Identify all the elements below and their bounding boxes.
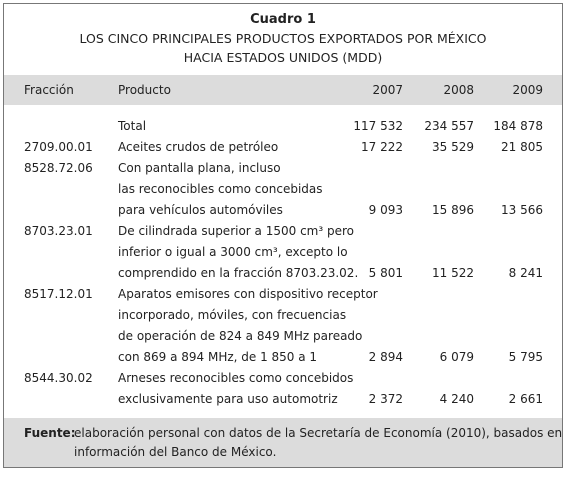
product-text: las reconocibles como concebidas bbox=[118, 182, 323, 196]
product-text: comprendido en la fracción 8703.23.02. bbox=[118, 266, 359, 280]
fraction-code: 8517.12.01 bbox=[24, 287, 93, 301]
value-cell: 15 896 bbox=[432, 203, 474, 217]
column-header: 2009 bbox=[512, 83, 543, 97]
product-text: de operación de 824 a 849 MHz pareado bbox=[118, 329, 363, 343]
value-cell: 117 532 bbox=[353, 119, 403, 133]
value-cell: 6 079 bbox=[439, 350, 474, 364]
product-text: inferior o igual a 3000 cm³, excepto lo bbox=[118, 245, 348, 259]
column-header: 2008 bbox=[443, 83, 474, 97]
value-cell: 9 093 bbox=[368, 203, 403, 217]
value-cell: 4 240 bbox=[439, 392, 474, 406]
value-cell: 5 795 bbox=[508, 350, 543, 364]
value-cell: 35 529 bbox=[432, 140, 474, 154]
footer-text: elaboración personal con datos de la Sec… bbox=[74, 426, 563, 440]
value-cell: 184 878 bbox=[493, 119, 543, 133]
value-cell: 2 661 bbox=[508, 392, 543, 406]
value-cell: 5 801 bbox=[368, 266, 403, 280]
product-text: para vehículos automóviles bbox=[118, 203, 283, 217]
product-text: con 869 a 894 MHz, de 1 850 a 1 bbox=[118, 350, 318, 364]
value-cell: 17 222 bbox=[361, 140, 403, 154]
column-header: 2007 bbox=[372, 83, 403, 97]
footer-label: Fuente: bbox=[24, 426, 76, 440]
product-text: incorporado, móviles, con frecuencias bbox=[118, 308, 347, 322]
value-cell: 11 522 bbox=[432, 266, 474, 280]
column-header: Producto bbox=[118, 83, 171, 97]
fraction-code: 8703.23.01 bbox=[24, 224, 93, 238]
footer-text: información del Banco de México. bbox=[74, 445, 277, 459]
subtitle: LOS CINCO PRINCIPALES PRODUCTOS EXPORTAD… bbox=[79, 31, 487, 46]
product-text: Arneses reconocibles como concebidos bbox=[118, 371, 354, 385]
product-text: Aparatos emisores con dispositivo recept… bbox=[118, 287, 378, 301]
table-frame: Cuadro 1 LOS CINCO PRINCIPALES PRODUCTOS… bbox=[3, 3, 563, 468]
value-cell: 21 805 bbox=[501, 140, 543, 154]
product-text: exclusivamente para uso automotriz bbox=[118, 392, 338, 406]
product-text: Aceites crudos de petróleo bbox=[118, 140, 279, 154]
product-text: De cilindrada superior a 1500 cm³ pero bbox=[118, 224, 354, 238]
value-cell: 2 372 bbox=[368, 392, 403, 406]
product-text: Total bbox=[118, 119, 147, 133]
fraction-code: 2709.00.01 bbox=[24, 140, 93, 154]
product-text: Con pantalla plana, incluso bbox=[118, 161, 281, 175]
subtitle: HACIA ESTADOS UNIDOS (MDD) bbox=[183, 50, 383, 65]
value-cell: 234 557 bbox=[424, 119, 474, 133]
value-cell: 2 894 bbox=[368, 350, 403, 364]
header-band bbox=[4, 75, 562, 105]
value-cell: 8 241 bbox=[508, 266, 543, 280]
value-cell: 13 566 bbox=[501, 203, 543, 217]
fraction-code: 8528.72.06 bbox=[24, 161, 93, 175]
title: Cuadro 1 bbox=[250, 12, 316, 27]
footer-band bbox=[4, 418, 562, 467]
column-header: Fracción bbox=[24, 83, 74, 97]
fraction-code: 8544.30.02 bbox=[24, 371, 93, 385]
